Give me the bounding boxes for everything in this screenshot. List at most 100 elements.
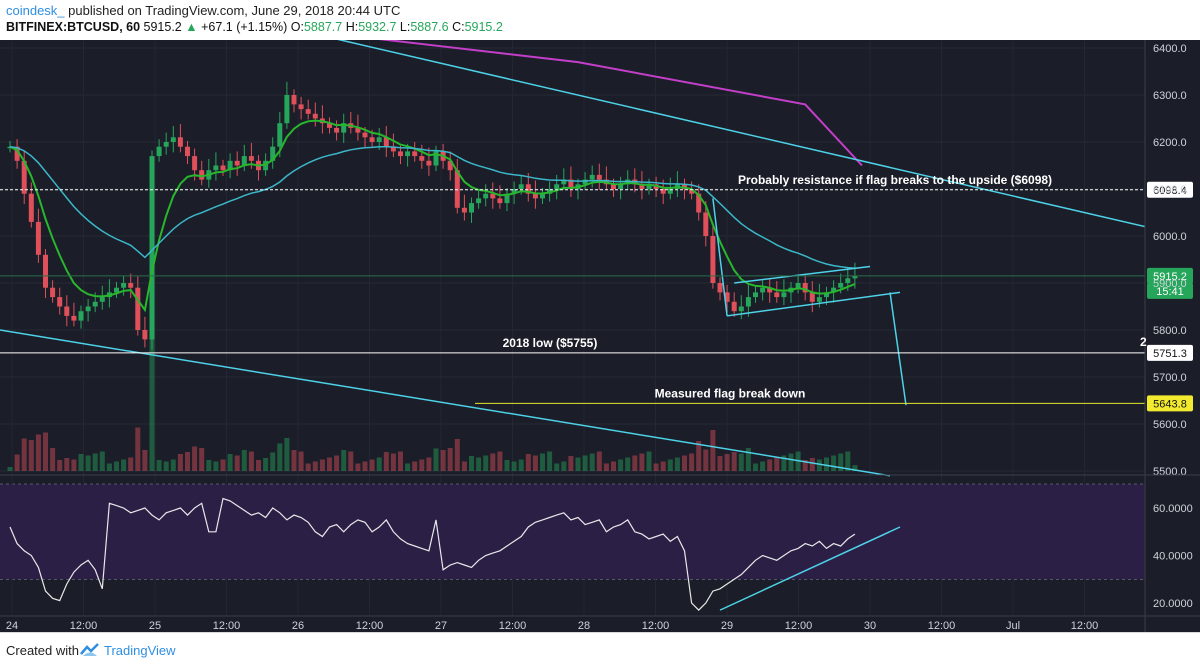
flag-upper-line [734, 265, 871, 284]
volume-bar [234, 455, 240, 471]
candle-body [454, 170, 460, 208]
volume-bar [575, 457, 581, 471]
ema-200-line [293, 28, 863, 167]
volume-bar [788, 453, 794, 471]
candle-body [611, 184, 616, 189]
time-tick-label: 12:00 [499, 620, 527, 632]
volume-bar [561, 461, 567, 471]
candle-body [816, 297, 822, 302]
volume-bar [398, 451, 403, 471]
volume-bar [206, 460, 212, 471]
candle-body [596, 174, 602, 180]
volume-bar [156, 460, 162, 471]
candle-body [128, 283, 134, 288]
author-link[interactable]: coindesk_ [6, 3, 65, 18]
volume-bar [447, 448, 453, 471]
candle-body [412, 151, 418, 157]
volume-bar [121, 459, 127, 471]
price-tag-box [1147, 395, 1193, 412]
candle-body [419, 156, 425, 161]
volume-bar [128, 457, 134, 471]
volume-bar [568, 456, 574, 471]
candle-body [291, 95, 297, 105]
candle-body [383, 137, 389, 147]
candle-body [774, 292, 780, 298]
candle-body [14, 146, 20, 161]
volume-bar [540, 453, 545, 471]
volume-bar [738, 453, 744, 471]
volume-bar [263, 458, 269, 471]
price-axis-background [1145, 40, 1200, 632]
rsi-trendline [719, 526, 901, 611]
price-tick-label: 5900.0 [1153, 278, 1187, 290]
price-change: +67.1 (+1.15%) [201, 20, 288, 34]
volume-bar [504, 460, 510, 471]
projection-line [889, 292, 907, 406]
volume-bar [135, 427, 141, 471]
rsi-line [9, 497, 856, 611]
candle-body [469, 203, 474, 213]
volume-bar [106, 463, 112, 471]
chart-header: coindesk_ published on TradingView.com, … [0, 0, 1200, 40]
candle-body [554, 184, 560, 189]
time-tick-label: 12:00 [785, 620, 813, 632]
candle-body [731, 301, 737, 312]
volume-bar [639, 453, 645, 471]
volume-bar [611, 461, 616, 471]
candle-body [831, 287, 837, 293]
candle-body [284, 95, 290, 124]
candle-body [483, 193, 489, 199]
candle-body [760, 287, 766, 293]
volume-bar [341, 450, 347, 471]
volume-bar [177, 454, 183, 471]
price-tag-label: 15:41 [1156, 286, 1184, 298]
volume-bar [589, 453, 595, 471]
volume-bar [532, 455, 538, 471]
candle-body [568, 179, 574, 189]
volume-bar [35, 434, 41, 471]
volume-bar [760, 461, 766, 471]
rsi-band [0, 484, 1145, 580]
candle-body [511, 189, 517, 194]
candle-body [121, 283, 127, 288]
candle-body [192, 156, 198, 171]
candle-body [241, 156, 247, 166]
candle-body [852, 275, 858, 279]
volume-bar [731, 452, 737, 471]
price-tag-label: 5915.2 [1153, 271, 1187, 283]
price-tick-label: 5600.0 [1153, 419, 1187, 431]
candle-body [461, 207, 467, 213]
tradingview-brand[interactable]: TradingView [104, 643, 176, 658]
candle-body [710, 236, 716, 283]
volume-bar [774, 457, 780, 471]
volume-bar [618, 459, 624, 471]
candle-body [312, 113, 318, 119]
high-value: 5932.7 [358, 20, 397, 34]
candle-body [703, 212, 709, 236]
candle-body [362, 132, 368, 138]
volume-bar [433, 448, 439, 471]
candle-body [490, 193, 496, 199]
volume-bar [419, 459, 425, 471]
candle-body [547, 189, 553, 194]
volume-bar [334, 455, 340, 471]
close-value: 5915.2 [464, 20, 503, 34]
rsi-tick-label: 40.0000 [1153, 551, 1193, 563]
price-chart[interactable]: Probably resistance if flag breaks to th… [0, 28, 1200, 632]
candle-body [639, 184, 645, 189]
volume-bar [64, 458, 70, 471]
volume-bar [816, 459, 822, 471]
candle-body [64, 306, 70, 316]
candle-body [376, 137, 382, 142]
volume-bar [85, 455, 91, 471]
volume-bar [667, 459, 673, 471]
publisher-line: coindesk_ published on TradingView.com, … [6, 3, 400, 18]
candle-body [724, 292, 730, 302]
chart-area[interactable]: Probably resistance if flag breaks to th… [0, 28, 1200, 632]
candle-body [561, 179, 567, 185]
volume-bar [717, 456, 723, 471]
candle-body [305, 109, 311, 114]
candle-body [28, 193, 34, 222]
volume-bar [454, 439, 460, 471]
high-label: H: [345, 20, 359, 34]
